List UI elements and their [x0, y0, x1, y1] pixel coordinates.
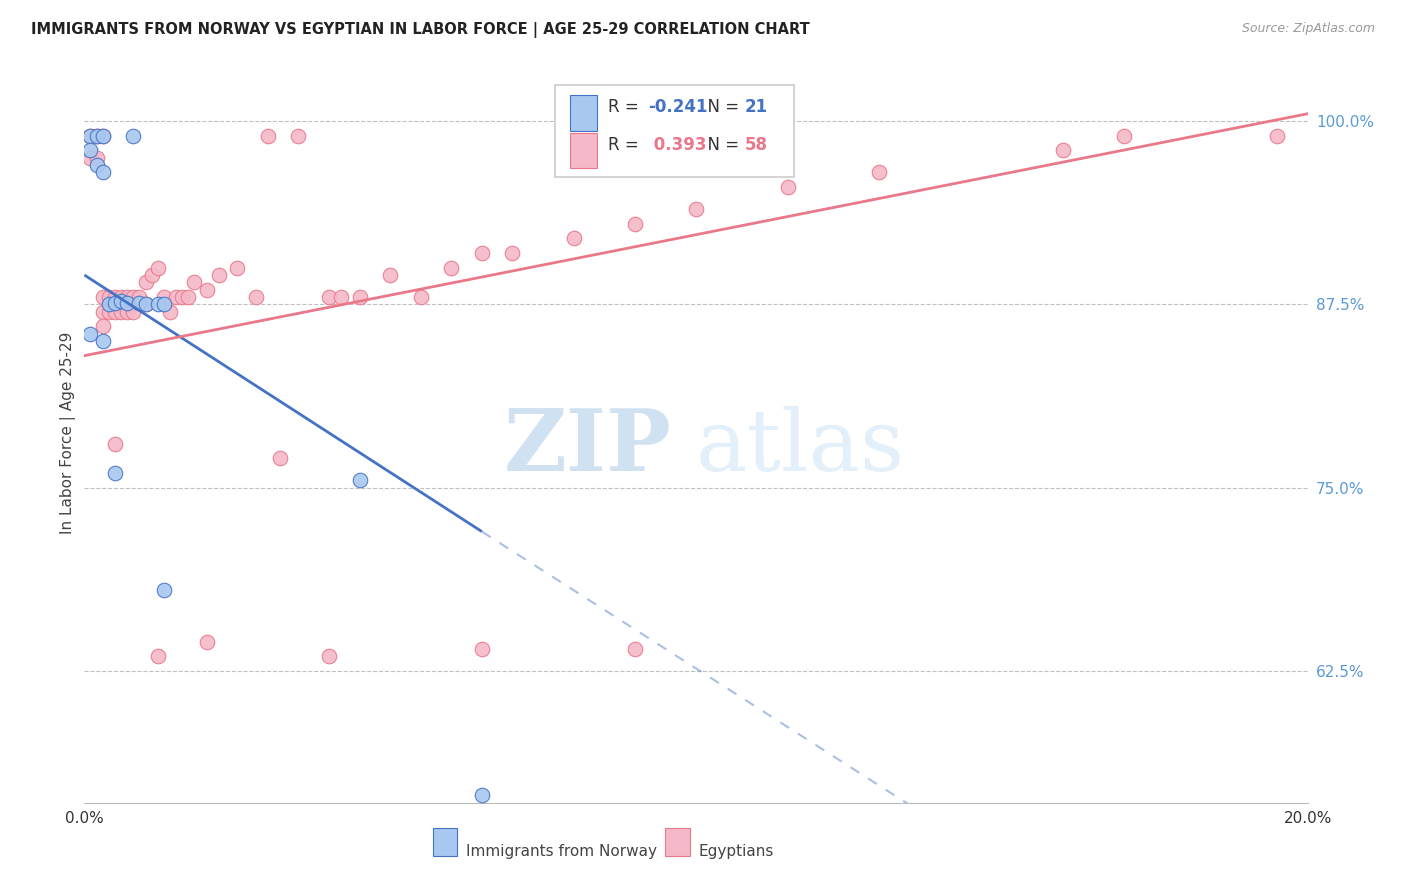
Point	[257, 128, 280, 143]
Point	[128, 290, 150, 304]
Point	[165, 290, 187, 304]
Point	[97, 304, 120, 318]
Point	[110, 304, 132, 318]
Bar	[569, 95, 598, 130]
Point	[349, 290, 371, 304]
Point	[471, 246, 494, 260]
Text: R =: R =	[607, 98, 644, 116]
Point	[1114, 128, 1136, 143]
Point	[97, 297, 120, 311]
Point	[624, 641, 647, 656]
Point	[110, 294, 132, 309]
Text: N =: N =	[697, 136, 745, 154]
Point	[79, 326, 101, 341]
Point	[97, 290, 120, 304]
Point	[86, 158, 108, 172]
Point	[562, 231, 585, 245]
Point	[79, 128, 101, 143]
Point	[172, 290, 194, 304]
Bar	[569, 133, 598, 169]
Text: 0.393: 0.393	[648, 136, 707, 154]
FancyBboxPatch shape	[555, 85, 794, 178]
Text: R =: R =	[607, 136, 644, 154]
Point	[330, 290, 353, 304]
Point	[79, 128, 101, 143]
Point	[318, 649, 340, 664]
Point	[104, 304, 127, 318]
Text: IMMIGRANTS FROM NORWAY VS EGYPTIAN IN LABOR FORCE | AGE 25-29 CORRELATION CHART: IMMIGRANTS FROM NORWAY VS EGYPTIAN IN LA…	[31, 22, 810, 38]
Point	[471, 789, 494, 803]
Point	[380, 268, 402, 282]
Point	[141, 268, 163, 282]
Text: atlas: atlas	[696, 406, 905, 489]
Point	[122, 128, 145, 143]
Point	[153, 297, 176, 311]
Point	[269, 451, 291, 466]
Point	[115, 304, 138, 318]
Point	[91, 128, 114, 143]
Point	[104, 296, 127, 310]
Point	[177, 290, 200, 304]
Point	[502, 246, 524, 260]
Point	[685, 202, 707, 216]
Bar	[665, 828, 690, 856]
Point	[287, 128, 309, 143]
Point	[153, 290, 176, 304]
Point	[146, 297, 169, 311]
Point	[226, 260, 249, 275]
Point	[471, 641, 494, 656]
Point	[183, 276, 205, 290]
Text: 58: 58	[745, 136, 768, 154]
Point	[91, 334, 114, 348]
Point	[79, 144, 101, 158]
Point	[1052, 144, 1074, 158]
Point	[135, 297, 157, 311]
Point	[195, 634, 218, 648]
Point	[122, 290, 145, 304]
Point	[146, 260, 169, 275]
Point	[146, 649, 169, 664]
Point	[115, 290, 138, 304]
Point	[86, 151, 108, 165]
Point	[128, 296, 150, 310]
Point	[1265, 128, 1288, 143]
Text: 21: 21	[745, 98, 768, 116]
Point	[624, 217, 647, 231]
Point	[91, 128, 114, 143]
Text: Immigrants from Norway: Immigrants from Norway	[465, 844, 657, 858]
Point	[159, 304, 181, 318]
Point	[318, 290, 340, 304]
Point	[91, 304, 114, 318]
Point	[349, 473, 371, 487]
Point	[245, 290, 267, 304]
Point	[91, 165, 114, 179]
Point	[86, 128, 108, 143]
Text: ZIP: ZIP	[503, 406, 672, 490]
Y-axis label: In Labor Force | Age 25-29: In Labor Force | Age 25-29	[60, 332, 76, 533]
Point	[869, 165, 891, 179]
Text: -0.241: -0.241	[648, 98, 707, 116]
Point	[135, 297, 157, 311]
Point	[195, 283, 218, 297]
Point	[79, 151, 101, 165]
Point	[776, 180, 799, 194]
Text: N =: N =	[697, 98, 745, 116]
Point	[440, 260, 463, 275]
Point	[135, 276, 157, 290]
Bar	[433, 828, 457, 856]
Point	[115, 296, 138, 310]
Point	[110, 290, 132, 304]
Text: Egyptians: Egyptians	[699, 844, 773, 858]
Point	[91, 290, 114, 304]
Point	[86, 128, 108, 143]
Point	[122, 304, 145, 318]
Point	[104, 290, 127, 304]
Point	[91, 319, 114, 334]
Point	[409, 290, 432, 304]
Point	[104, 436, 127, 450]
Point	[153, 583, 176, 598]
Point	[208, 268, 231, 282]
Point	[104, 466, 127, 480]
Text: Source: ZipAtlas.com: Source: ZipAtlas.com	[1241, 22, 1375, 36]
